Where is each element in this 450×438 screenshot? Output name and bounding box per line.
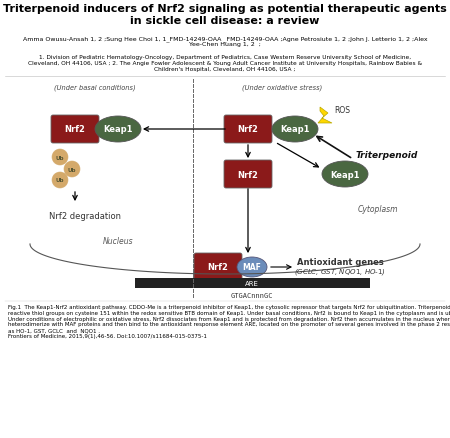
Text: ($GCLC$, $GST$, $NQO1$, $HO$-$1$): ($GCLC$, $GST$, $NQO1$, $HO$-$1$) <box>294 266 386 276</box>
FancyBboxPatch shape <box>194 254 242 281</box>
Text: Fig.1  The Keap1-Nrf2 antioxidant pathway. CDDO-Me is a triterpenoid inhibitor o: Fig.1 The Keap1-Nrf2 antioxidant pathway… <box>8 304 450 338</box>
Text: Keap1: Keap1 <box>103 125 133 134</box>
Text: Keap1: Keap1 <box>330 170 360 179</box>
Text: Ub: Ub <box>56 178 64 183</box>
Text: Nrf2: Nrf2 <box>64 125 86 134</box>
Text: Ub: Ub <box>68 167 76 172</box>
Text: Nrf2: Nrf2 <box>238 170 258 179</box>
Ellipse shape <box>322 162 368 187</box>
Text: ROS: ROS <box>334 106 350 115</box>
Text: Cytoplasm: Cytoplasm <box>357 205 398 213</box>
Text: 1. Division of Pediatric Hematology-Oncology, Department of Pediatrics, Case Wes: 1. Division of Pediatric Hematology-Onco… <box>28 55 422 71</box>
Text: Nrf2: Nrf2 <box>238 125 258 134</box>
Text: GTGACnnnGC: GTGACnnnGC <box>231 292 273 298</box>
Text: Triterpenoid: Triterpenoid <box>356 150 418 159</box>
Ellipse shape <box>272 117 318 143</box>
Text: Keap1: Keap1 <box>280 125 310 134</box>
Text: (Under basal conditions): (Under basal conditions) <box>54 84 136 90</box>
Polygon shape <box>318 108 332 124</box>
Text: Nrf2: Nrf2 <box>207 263 229 272</box>
Text: Amma Owusu-Ansah 1, 2 ;Sung Hee Choi 1, 1_FMD-14249-OAA _FMD-14249-OAA ;Agne Pet: Amma Owusu-Ansah 1, 2 ;Sung Hee Choi 1, … <box>22 36 427 47</box>
Text: Nrf2 degradation: Nrf2 degradation <box>49 212 121 220</box>
Text: (Under oxidative stress): (Under oxidative stress) <box>242 84 322 90</box>
Circle shape <box>64 162 80 177</box>
Circle shape <box>52 150 68 166</box>
Text: Antioxidant genes: Antioxidant genes <box>297 258 383 266</box>
FancyBboxPatch shape <box>224 161 272 189</box>
Text: Triterpenoid inducers of Nrf2 signaling as potential therapeutic agents
in sickl: Triterpenoid inducers of Nrf2 signaling … <box>3 4 447 25</box>
Circle shape <box>52 173 68 189</box>
Ellipse shape <box>95 117 141 143</box>
Text: Nucleus: Nucleus <box>103 237 133 246</box>
Text: MAF: MAF <box>243 263 261 272</box>
Text: Ub: Ub <box>56 155 64 160</box>
Ellipse shape <box>237 258 267 277</box>
Text: ARE: ARE <box>245 280 259 286</box>
FancyBboxPatch shape <box>135 279 370 288</box>
FancyBboxPatch shape <box>51 116 99 144</box>
FancyBboxPatch shape <box>224 116 272 144</box>
